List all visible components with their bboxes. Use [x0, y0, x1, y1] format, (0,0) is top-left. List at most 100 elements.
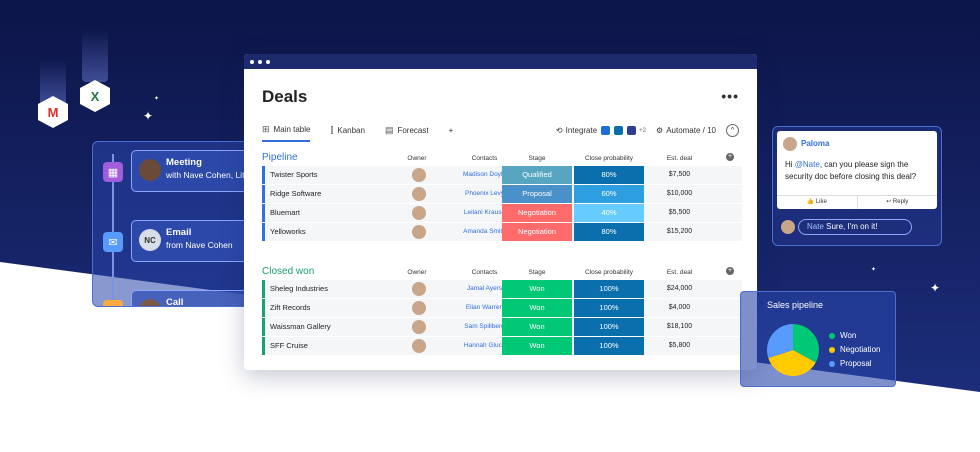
contact-link[interactable]: Elian Warren [465, 304, 504, 311]
legend-item: Won [829, 331, 880, 340]
more-menu-button[interactable]: ••• [721, 88, 739, 104]
deal-value[interactable]: $15,200 [666, 228, 693, 235]
deal-value[interactable]: $18,100 [666, 323, 693, 330]
tab-kanban[interactable]: ⫿ Kanban [330, 125, 365, 135]
reply-input[interactable]: Nate Sure, I'm on it! [798, 219, 912, 235]
integrate-button[interactable]: ⟲ Integrate +2 [555, 126, 647, 135]
deal-name[interactable]: Waissman Gallery [270, 322, 331, 331]
deal-name[interactable]: SFF Cruise [270, 341, 308, 350]
stage-status[interactable]: Proposal [502, 185, 572, 203]
avatar[interactable] [412, 206, 426, 220]
avatar[interactable] [412, 301, 426, 315]
deal-value[interactable]: $5,500 [668, 209, 691, 216]
contact-link[interactable]: Jamal Ayers [466, 285, 503, 292]
deal-value[interactable]: $4,000 [668, 304, 691, 311]
group-title[interactable]: Pipeline [262, 152, 298, 163]
avatar[interactable] [412, 339, 426, 353]
activity-subtitle: from Nave Cohen [166, 240, 233, 250]
contact-link[interactable]: Leilani Krause [463, 209, 506, 216]
deal-name[interactable]: Ridge Software [270, 189, 322, 198]
stage-status[interactable]: Won [502, 318, 572, 336]
window-dot [258, 59, 262, 64]
activity-title: Meeting [166, 157, 202, 168]
automate-button[interactable]: ⚙ Automate / 10 [656, 126, 716, 135]
probability-value[interactable]: 100% [574, 318, 644, 336]
probability-value[interactable]: 80% [574, 223, 644, 241]
deal-value[interactable]: $10,000 [666, 190, 693, 197]
group-color-bar [262, 166, 265, 184]
avatar[interactable] [412, 282, 426, 296]
reply-button[interactable]: ↩ Reply [886, 199, 909, 205]
contact-link[interactable]: Hannah Gluck [463, 342, 506, 349]
deal-name[interactable]: Yelloworks [270, 227, 306, 236]
deal-name[interactable]: Sheleg Industries [270, 284, 328, 293]
group-color-bar [262, 223, 265, 241]
legend-item: Proposal [829, 359, 880, 368]
activity-call[interactable]: Call [131, 290, 261, 306]
probability-value[interactable]: 100% [574, 337, 644, 355]
group-color-bar [262, 204, 265, 222]
tab-forecast[interactable]: ▤ Forecast [384, 125, 429, 135]
table-row[interactable]: Bluemart Leilani Krause Negotiation 40% … [262, 204, 742, 222]
column-header-owner: Owner [407, 155, 427, 162]
activity-panel: ▦ Meeting with Nave Cohen, Lita ✉ NC Ema… [92, 141, 262, 307]
stage-status[interactable]: Won [502, 337, 572, 355]
probability-value[interactable]: 60% [574, 185, 644, 203]
table-row[interactable]: Zift Records Elian Warren Won 100% $4,00… [262, 299, 742, 317]
comment-author: Paloma [801, 139, 830, 148]
stage-status[interactable]: Qualified [502, 166, 572, 184]
deal-value[interactable]: $7,500 [668, 171, 691, 178]
table-row[interactable]: Yelloworks Amanda Smith Negotiation 80% … [262, 223, 742, 241]
contact-link[interactable]: Phoenix Levy [464, 190, 505, 197]
table-row[interactable]: Waissman Gallery Sam Spillberg Won 100% … [262, 318, 742, 336]
mention-link[interactable]: @Nate [794, 160, 820, 169]
widget-title: Sales pipeline [767, 300, 824, 310]
phone-icon: ☎ [103, 300, 123, 306]
group-title[interactable]: Closed won [262, 266, 315, 277]
collapse-button[interactable]: ^ [726, 124, 739, 137]
deal-value[interactable]: $24,000 [666, 285, 693, 292]
contact-link[interactable]: Madison Doyle [463, 171, 506, 178]
deal-value[interactable]: $5,800 [668, 342, 691, 349]
avatar[interactable] [412, 225, 426, 239]
activity-meeting[interactable]: Meeting with Nave Cohen, Lita [131, 150, 261, 192]
deal-name[interactable]: Bluemart [270, 208, 301, 217]
avatar[interactable] [412, 168, 426, 182]
pie-slice-negotiation [768, 350, 816, 376]
probability-value[interactable]: 100% [574, 280, 644, 298]
like-button[interactable]: 👍 Like [777, 196, 858, 209]
sparkle-icon: ✦ [154, 96, 160, 102]
stage-status[interactable]: Won [502, 280, 572, 298]
mail-icon: ✉ [103, 232, 123, 252]
deal-name[interactable]: Twister Sports [270, 170, 318, 179]
stage-status[interactable]: Negotiation [502, 204, 572, 222]
activity-email[interactable]: NC Email from Nave Cohen [131, 220, 261, 262]
contact-link[interactable]: Sam Spillberg [464, 323, 505, 330]
pie-slice-won [793, 324, 819, 363]
add-column-button[interactable]: + [726, 153, 734, 161]
add-view-button[interactable]: + [448, 126, 454, 135]
chart-legend: Won Negotiation Proposal [829, 331, 880, 373]
window-dot [266, 59, 270, 64]
deal-name[interactable]: Zift Records [270, 303, 311, 312]
legend-dot [829, 346, 835, 353]
table-row[interactable]: Ridge Software Phoenix Levy Proposal 60%… [262, 185, 742, 203]
avatar[interactable] [412, 187, 426, 201]
probability-value[interactable]: 40% [574, 204, 644, 222]
table-row[interactable]: Sheleg Industries Jamal Ayers Won 100% $… [262, 280, 742, 298]
stage-status[interactable]: Negotiation [502, 223, 572, 241]
contact-link[interactable]: Amanda Smith [463, 228, 506, 235]
board-actions: ⟲ Integrate +2 ⚙ Automate / 10 ^ [556, 124, 739, 137]
add-column-button[interactable]: + [726, 267, 734, 275]
avatar [783, 137, 797, 151]
stage-status[interactable]: Won [502, 299, 572, 317]
pie-slice-proposal [767, 324, 793, 359]
table-row[interactable]: Twister Sports Madison Doyle Qualified 8… [262, 166, 742, 184]
table-row[interactable]: SFF Cruise Hannah Gluck Won 100% $5,800 [262, 337, 742, 355]
tab-main-table[interactable]: ⊞ Main table [262, 124, 311, 142]
probability-value[interactable]: 80% [574, 166, 644, 184]
avatar[interactable] [412, 320, 426, 334]
probability-value[interactable]: 100% [574, 299, 644, 317]
legend-dot [829, 360, 835, 367]
group-color-bar [262, 280, 265, 298]
